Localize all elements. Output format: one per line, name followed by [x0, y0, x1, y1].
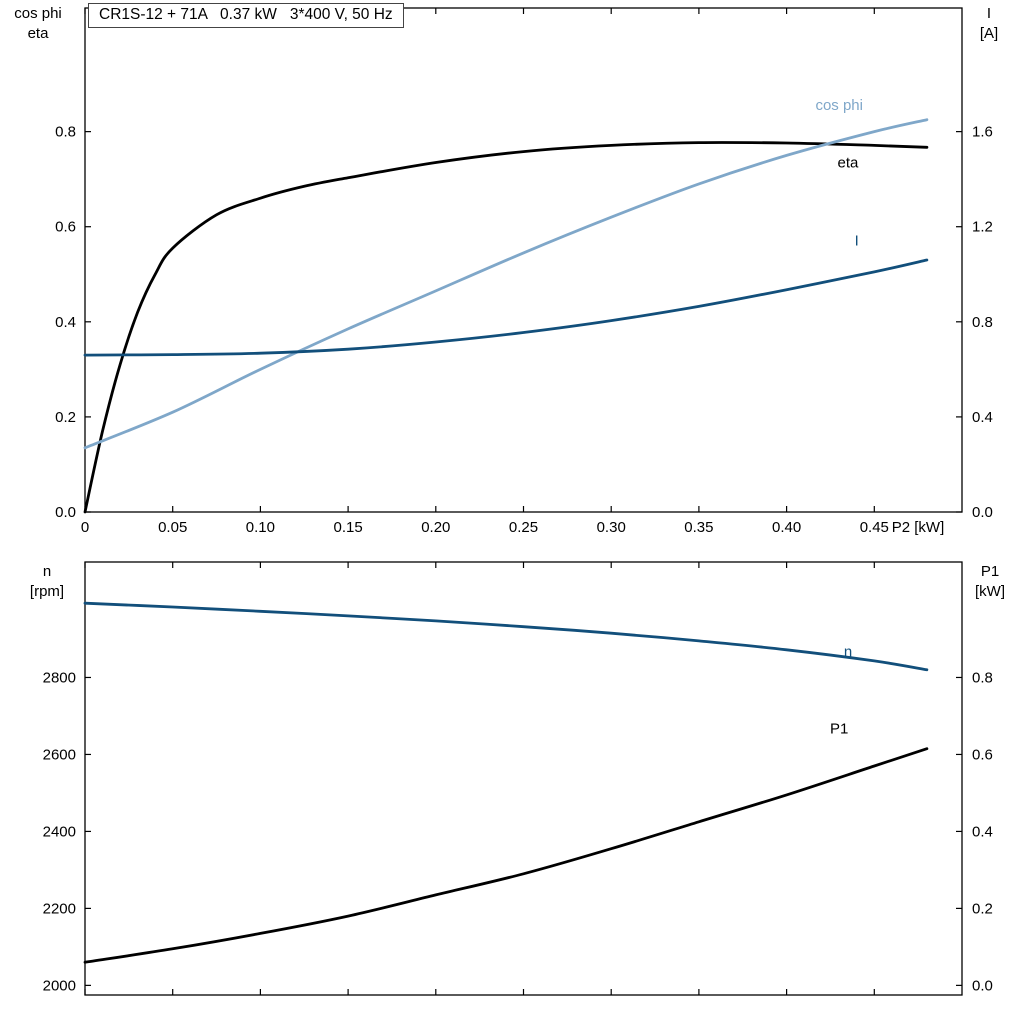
axis-label-p1: P1 [980, 563, 1000, 580]
left-tick-label: 0.6 [55, 219, 76, 236]
series-label-cos-phi: cos phi [815, 97, 863, 114]
x-tick-label: 0.10 [246, 519, 275, 536]
left-tick-label: 2600 [43, 746, 76, 763]
x-tick-label: 0.25 [509, 519, 538, 536]
x-tick-label: 0.20 [421, 519, 450, 536]
axis-label-current: I [986, 5, 992, 22]
x-tick-label: 0.40 [772, 519, 801, 536]
axis-label-speed-unit: [rpm] [29, 583, 65, 600]
axis-label-speed: n [42, 563, 52, 580]
x-tick-label: 0 [81, 519, 89, 536]
series-curve-eta [83, 141, 929, 514]
axis-label-cos-phi: cos phi [14, 5, 62, 22]
right-tick-label: 0.0 [972, 504, 993, 521]
series-label-I: I [855, 233, 859, 250]
top-left-axis-label: cos phi eta [2, 4, 74, 44]
right-tick-label: 0.2 [972, 900, 993, 917]
left-tick-label: 2400 [43, 823, 76, 840]
right-tick-label: 1.6 [972, 124, 993, 141]
x-axis-label: P2 [kW] [892, 519, 945, 536]
left-tick-label: 2800 [43, 669, 76, 686]
x-tick-label: 0.15 [333, 519, 362, 536]
x-tick-label: 0.35 [684, 519, 713, 536]
right-tick-label: 0.6 [972, 746, 993, 763]
plot-frame [84, 7, 963, 513]
left-tick-label: 0.2 [55, 409, 76, 426]
left-tick-label: 2000 [43, 977, 76, 994]
right-tick-label: 0.4 [972, 823, 993, 840]
bottom-right-axis-label: P1 [kW] [963, 562, 1017, 602]
right-tick-label: 0.4 [972, 409, 993, 426]
left-tick-label: 2200 [43, 900, 76, 917]
left-tick-label: 0.4 [55, 314, 76, 331]
x-tick-label: 0.30 [597, 519, 626, 536]
series-curve-I [83, 258, 929, 357]
series-curve-n [83, 601, 929, 672]
axis-label-eta: eta [27, 25, 49, 42]
axis-label-p1-unit: [kW] [975, 583, 1005, 600]
series-curve-cos-phi [83, 118, 929, 450]
x-tick-label: 0.45 [860, 519, 889, 536]
series-label-P1: P1 [830, 720, 848, 737]
left-tick-label: 0.8 [55, 124, 76, 141]
right-tick-label: 1.2 [972, 219, 993, 236]
series-curve-P1 [83, 747, 929, 964]
right-tick-label: 0.0 [972, 977, 993, 994]
left-tick-label: 0.0 [55, 504, 76, 521]
series-label-n: n [844, 643, 852, 660]
series-label-eta: eta [838, 154, 860, 171]
axis-label-current-unit: [A] [979, 25, 999, 42]
top-right-axis-label: I [A] [963, 4, 1015, 44]
right-tick-label: 0.8 [972, 314, 993, 331]
right-tick-label: 0.8 [972, 669, 993, 686]
x-tick-label: 0.05 [158, 519, 187, 536]
bottom-left-axis-label: n [rpm] [14, 562, 80, 602]
chart-title: CR1S-12 + 71A 0.37 kW 3*400 V, 50 Hz [88, 3, 404, 28]
